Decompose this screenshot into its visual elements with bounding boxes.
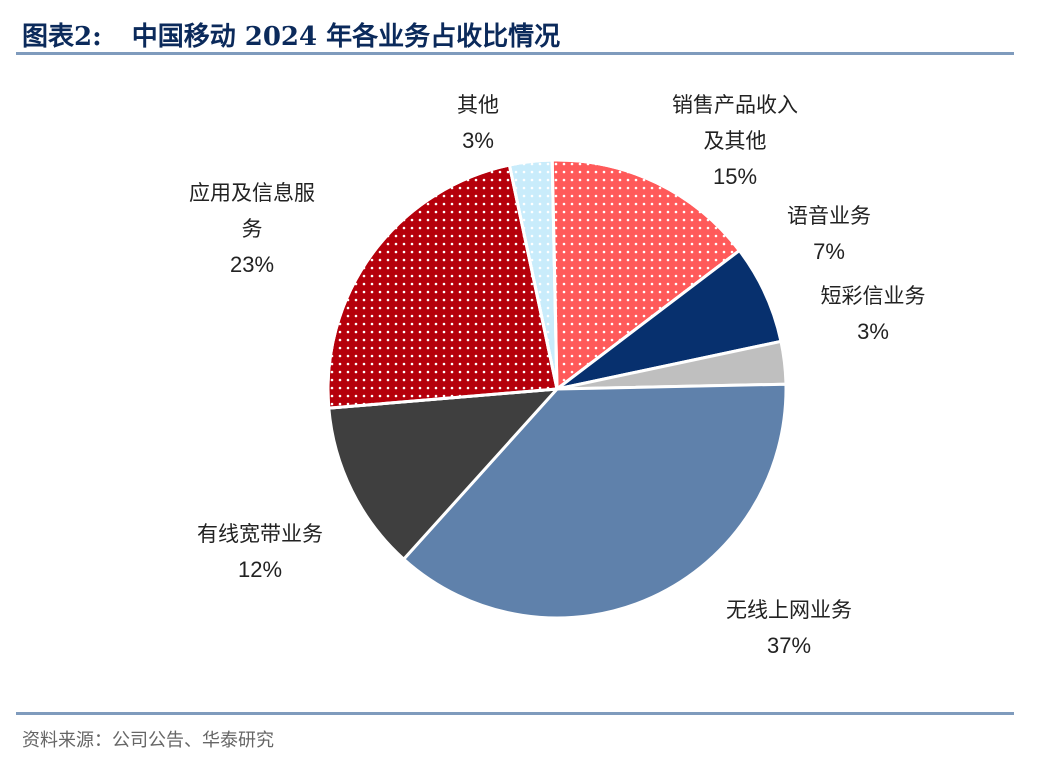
chart-title: 中国移动 2024 年各业务占收比情况 — [131, 21, 561, 52]
slice-percent-label: 7% — [813, 239, 845, 264]
pie-slice-1-pattern — [550, 158, 742, 392]
slice-percent-label: 15% — [713, 164, 757, 189]
slice-label-4: 无线上网业务 37% — [726, 598, 852, 658]
slice-label-text: 务 — [242, 217, 263, 241]
slice-label-text: 短彩信业务 — [821, 284, 926, 308]
slice-percent-label: 12% — [238, 557, 282, 582]
slice-percent-label: 3% — [462, 128, 494, 153]
footer-divider — [16, 712, 1014, 715]
title-divider — [16, 52, 1014, 55]
slice-label-0: 其他 3% — [457, 93, 499, 153]
pie-slice-6-pattern — [326, 163, 559, 410]
slice-label-text: 有线宽带业务 — [197, 522, 323, 546]
slice-label-text: 及其他 — [704, 129, 767, 153]
chart-header: 图表2: 中国移动 2024 年各业务占收比情况 — [22, 14, 560, 54]
source-note: 资料来源：公司公告、华泰研究 — [22, 730, 274, 751]
slice-percent-label: 23% — [230, 252, 274, 277]
pie-slice-5 — [327, 387, 561, 562]
pie-slice-4 — [401, 382, 788, 620]
slice-label-5: 有线宽带业务 12% — [197, 522, 323, 582]
figure-label: 图表2: — [22, 21, 102, 52]
slice-label-text: 销售产品收入 — [672, 93, 798, 117]
slice-label-text: 无线上网业务 — [726, 598, 852, 622]
slice-label-3: 短彩信业务 3% — [821, 284, 926, 344]
slice-label-2: 语音业务 7% — [787, 204, 871, 264]
slice-label-text: 其他 — [457, 93, 499, 117]
slice-label-text: 语音业务 — [787, 204, 871, 228]
slice-label-text: 应用及信息服 — [189, 181, 315, 205]
slice-percent-label: 3% — [857, 319, 889, 344]
slice-percent-label: 37% — [767, 633, 811, 658]
